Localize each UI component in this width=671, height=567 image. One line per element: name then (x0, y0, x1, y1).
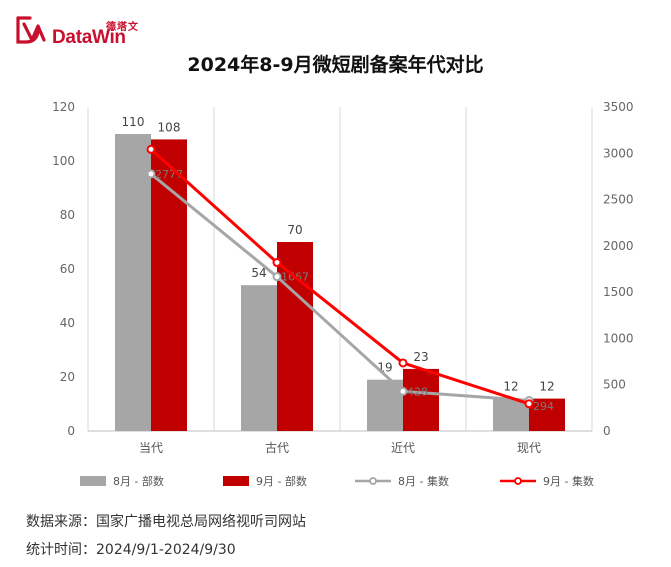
legend-swatch (80, 476, 106, 486)
bar-august (367, 379, 403, 431)
bar-august (241, 285, 277, 431)
chart-title: 2024年8-9月微短剧备案年代对比 (187, 54, 484, 76)
bar-value-label: 70 (287, 223, 302, 237)
line-point-september (524, 399, 534, 409)
line-september (149, 148, 530, 406)
right-axis-tick-label: 500 (603, 378, 626, 392)
legend-label: 9月 - 集数 (543, 474, 594, 488)
right-axis-tick-label: 1500 (603, 285, 634, 299)
bar-september (529, 398, 565, 431)
legend-swatch (223, 476, 249, 486)
right-axis-tick-label: 1000 (603, 331, 634, 345)
line-point-september (146, 144, 156, 154)
left-axis-tick-label: 20 (60, 370, 75, 384)
line-point-august (272, 272, 282, 282)
legend-marker (514, 477, 522, 485)
line-point-september (398, 358, 408, 368)
right-axis-tick-label: 3000 (603, 146, 634, 160)
right-axis-tick-label: 0 (603, 424, 611, 438)
category-label: 当代 (139, 441, 163, 455)
bar-value-label: 110 (122, 115, 145, 129)
left-axis-tick-label: 40 (60, 316, 75, 330)
legend-label: 8月 - 部数 (113, 474, 164, 488)
brand-logo: DataWin 德塔文 (14, 14, 174, 48)
brand-name-cn: 德塔文 (106, 22, 139, 33)
category-label: 近代 (391, 441, 415, 455)
legend-label: 9月 - 部数 (256, 474, 307, 488)
line-august (150, 172, 530, 402)
line-point-august (146, 169, 156, 179)
line-value-label: 428 (407, 385, 428, 398)
bar-value-label: 12 (539, 380, 554, 394)
bar-value-label: 23 (413, 350, 428, 364)
bar-september (151, 139, 187, 431)
right-axis-tick-label: 2500 (603, 193, 634, 207)
bar-september (403, 368, 439, 431)
combo-chart: 0 20 40 60 80 100 120 0 500 1000 1500 2000 2500 3000 3… (52, 100, 634, 488)
legend-label: 8月 - 集数 (398, 474, 449, 488)
left-axis-tick-label: 100 (52, 154, 75, 168)
datawin-logo-icon (16, 16, 46, 44)
left-axis-tick-label: 80 (60, 208, 75, 222)
legend-marker (369, 477, 377, 485)
bar-september (277, 242, 313, 431)
brand-name: DataWin (52, 27, 126, 48)
line-point-september (272, 258, 282, 268)
bar-value-label: 54 (251, 266, 266, 280)
bar-august (493, 398, 529, 431)
statistics-period: 统计时间：2024/9/1-2024/9/30 (26, 542, 236, 558)
left-axis-tick-label: 60 (60, 262, 75, 276)
category-label: 古代 (265, 440, 289, 455)
category-label: 现代 (517, 441, 541, 455)
line-value-label: 294 (533, 400, 554, 413)
bar-august (115, 134, 151, 431)
left-axis-tick-label: 120 (52, 100, 75, 114)
bar-value-label: 19 (377, 361, 392, 375)
data-source: 数据来源：国家广播电视总局网络视听司网站 (26, 514, 306, 530)
right-axis-tick-label: 3500 (603, 100, 634, 114)
left-axis-tick-label: 0 (67, 424, 75, 438)
line-point-august (398, 386, 408, 396)
right-axis-tick-label: 2000 (603, 239, 634, 253)
bar-value-label: 108 (158, 120, 181, 134)
bar-value-label: 12 (503, 380, 518, 394)
